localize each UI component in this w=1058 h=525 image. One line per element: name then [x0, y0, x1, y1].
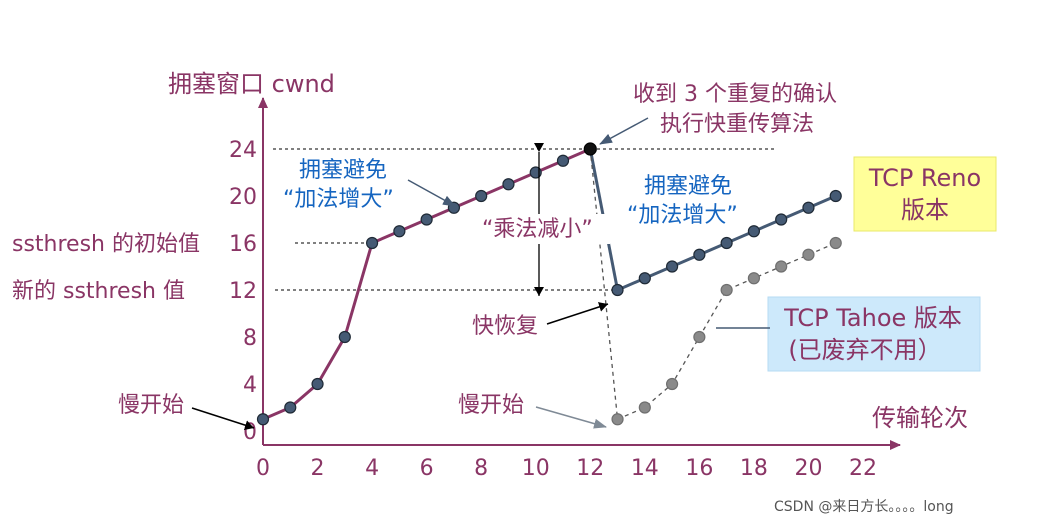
reno-box-line1: TCP Reno: [868, 164, 981, 192]
y-tick-label-24: 24: [229, 138, 257, 163]
series-0-point-x8: [475, 189, 488, 203]
x-tick-label-14: 14: [631, 456, 659, 481]
dup-ack-arrow: [599, 117, 649, 145]
series-1-point-x19: [775, 260, 788, 273]
y-tick-label-16: 16: [229, 232, 257, 257]
series-0-point-x0: [256, 413, 270, 426]
series-1-point-x21: [829, 236, 842, 250]
y-tick-label-0: 0: [243, 420, 257, 445]
tahoe-box-line2: (已废弃不用）: [788, 336, 941, 364]
series-0-point-x6: [420, 213, 433, 226]
y-tick-label-12: 12: [229, 279, 257, 304]
ca-right-line1: 拥塞避免: [644, 174, 732, 199]
y-tick-extra-label-12: 新的 ssthresh 值: [12, 279, 185, 304]
x-tick-label-4: 4: [365, 456, 379, 481]
series-0-point-x11: [556, 154, 570, 167]
series-0-point-x15: [665, 260, 679, 273]
x-tick-label-0: 0: [256, 456, 270, 481]
dup-ack-line2: 执行快重传算法: [660, 112, 814, 137]
series-1-point-x15: [665, 377, 679, 391]
series-1-point-x17: [720, 283, 733, 297]
y-tick-extra-label-16: ssthresh 的初始值: [12, 232, 200, 257]
ca-left-arrow: [407, 179, 456, 207]
series-0-point-x16: [693, 248, 706, 261]
x-tick-label-16: 16: [685, 456, 713, 481]
series-0-point-x21: [829, 189, 842, 203]
series-0-point-x19: [775, 213, 788, 226]
x-axis-label: 传输轮次: [872, 404, 968, 432]
y-tick-label-8: 8: [243, 326, 257, 351]
x-tick-label-22: 22: [849, 456, 877, 481]
series-1-point-x14: [638, 401, 651, 414]
series-0-point-x3: [338, 330, 351, 344]
x-tick-label-18: 18: [740, 456, 768, 481]
series-1-segment-0: [589, 148, 619, 420]
ca-left-line2: “加法增大”: [283, 187, 394, 212]
x-tick-label-12: 12: [576, 456, 604, 481]
series-0-point-x4: [365, 236, 379, 250]
slow-start-right-label: 慢开始: [458, 393, 524, 418]
series-0-point-x17: [720, 236, 733, 250]
series-0-point-x18: [747, 225, 761, 238]
reference-lines: [273, 148, 775, 291]
series-1-point-x13: [611, 413, 624, 426]
series-0-point-x12: [583, 142, 597, 156]
series-1-markers: [611, 236, 842, 426]
tahoe-box-line1: TCP Tahoe 版本: [783, 304, 962, 332]
slow-start-right-arrow: [535, 406, 607, 429]
y-axis-label: 拥塞窗口 cwnd: [168, 70, 335, 98]
series-1-segment-1: [617, 242, 836, 420]
slow-start-left-arrow: [191, 407, 255, 430]
ca-left-line1: 拥塞避免: [299, 158, 387, 183]
watermark: CSDN @来日方长。。。。long: [774, 499, 954, 515]
mult-decrease-bg: [480, 214, 610, 244]
reno-box: [853, 156, 997, 232]
series-0-point-x13: [611, 283, 624, 297]
reno-box-line2: 版本: [901, 196, 949, 224]
series-0-point-x1: [284, 401, 297, 414]
x-tick-label-20: 20: [794, 456, 822, 481]
series-layer: [256, 142, 842, 426]
dup-ack-line1: 收到 3 个重复的确认: [633, 82, 837, 107]
y-tick-label-4: 4: [243, 373, 257, 398]
series-1-point-x16: [693, 330, 706, 344]
series-0-point-x20: [802, 201, 815, 214]
fast-recovery-label: 快恢复: [472, 314, 538, 339]
series-0-point-x5: [393, 225, 406, 238]
tahoe-box: [767, 296, 981, 372]
series-0-point-x2: [311, 377, 324, 391]
mult-decrease-label: “乘法减小”: [482, 217, 593, 242]
x-tick-label-8: 8: [474, 456, 488, 481]
slow-start-left-label: 慢开始: [118, 393, 184, 418]
y-tick-label-20: 20: [229, 185, 257, 210]
series-0-point-x9: [502, 178, 515, 191]
series-1-point-x20: [802, 248, 815, 261]
x-tick-label-2: 2: [311, 456, 325, 481]
series-1-point-x18: [747, 272, 761, 285]
x-tick-label-10: 10: [522, 456, 550, 481]
series-1: [589, 148, 836, 420]
series-0-point-x14: [638, 272, 651, 285]
x-tick-label-6: 6: [420, 456, 434, 481]
fast-recovery-arrow: [546, 302, 609, 325]
ca-right-line2: “加法增大”: [627, 203, 738, 228]
